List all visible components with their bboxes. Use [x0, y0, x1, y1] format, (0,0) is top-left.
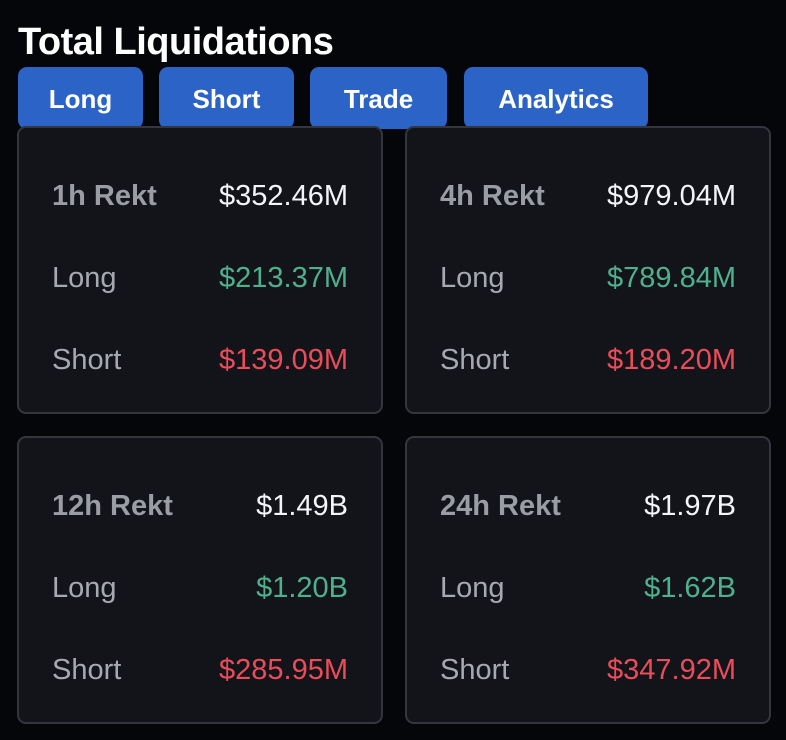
short-row: Short $189.20M [440, 340, 736, 380]
tab-trade[interactable]: Trade [310, 67, 447, 129]
total-row: 1h Rekt $352.46M [52, 176, 348, 216]
period-label: 1h Rekt [52, 180, 157, 212]
long-row: Long $1.20B [52, 568, 348, 608]
long-label: Long [440, 572, 505, 604]
long-value: $213.37M [219, 262, 348, 294]
long-row: Long $1.62B [440, 568, 736, 608]
short-value: $139.09M [219, 344, 348, 376]
long-value: $1.20B [256, 572, 348, 604]
liquidation-card-4h: 4h Rekt $979.04M Long $789.84M Short $18… [405, 126, 771, 414]
long-row: Long $213.37M [52, 258, 348, 298]
page-title: Total Liquidations [18, 21, 334, 63]
tab-long[interactable]: Long [18, 67, 143, 129]
total-value: $1.97B [644, 490, 736, 522]
liquidation-card-1h: 1h Rekt $352.46M Long $213.37M Short $13… [17, 126, 383, 414]
short-value: $285.95M [219, 654, 348, 686]
total-value: $979.04M [607, 180, 736, 212]
short-label: Short [52, 654, 122, 686]
long-label: Long [52, 572, 117, 604]
long-value: $789.84M [607, 262, 736, 294]
total-row: 24h Rekt $1.97B [440, 486, 736, 526]
total-row: 4h Rekt $979.04M [440, 176, 736, 216]
long-row: Long $789.84M [440, 258, 736, 298]
total-value: $352.46M [219, 180, 348, 212]
long-label: Long [52, 262, 117, 294]
short-row: Short $347.92M [440, 650, 736, 690]
short-row: Short $139.09M [52, 340, 348, 380]
period-label: 24h Rekt [440, 490, 561, 522]
tab-analytics[interactable]: Analytics [464, 67, 648, 129]
short-row: Short $285.95M [52, 650, 348, 690]
liquidation-card-24h: 24h Rekt $1.97B Long $1.62B Short $347.9… [405, 436, 771, 724]
short-value: $347.92M [607, 654, 736, 686]
short-label: Short [52, 344, 122, 376]
long-label: Long [440, 262, 505, 294]
tab-short[interactable]: Short [159, 67, 294, 129]
period-label: 4h Rekt [440, 180, 545, 212]
short-label: Short [440, 654, 510, 686]
short-label: Short [440, 344, 510, 376]
total-row: 12h Rekt $1.49B [52, 486, 348, 526]
period-label: 12h Rekt [52, 490, 173, 522]
total-value: $1.49B [256, 490, 348, 522]
short-value: $189.20M [607, 344, 736, 376]
long-value: $1.62B [644, 572, 736, 604]
liquidation-card-12h: 12h Rekt $1.49B Long $1.20B Short $285.9… [17, 436, 383, 724]
